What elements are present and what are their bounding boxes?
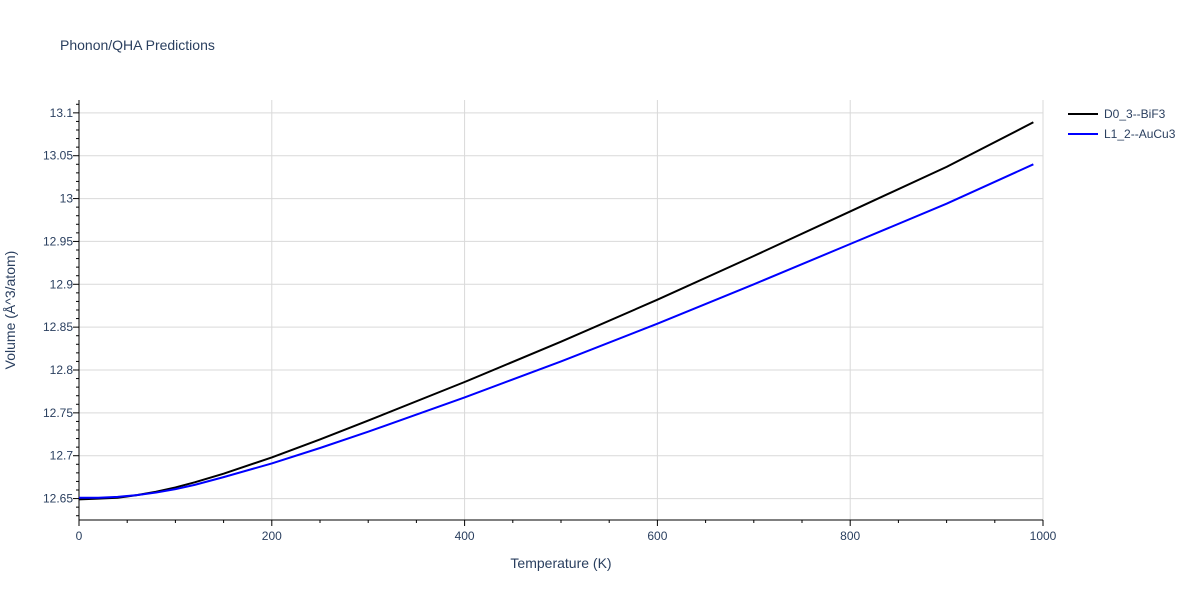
tick-label-layer: 12.65 12.7 12.75 12.8 12.85 12.9 12.95 13 13.05 1… (43, 106, 1057, 543)
x-tick-label: 1000 (1030, 529, 1057, 543)
x-tick-label: 400 (455, 529, 475, 543)
x-tick-label: 600 (647, 529, 667, 543)
x-tick-label: 800 (840, 529, 860, 543)
y-tick-label: 13.05 (43, 149, 73, 163)
legend-item-label: L1_2--AuCu3 (1104, 127, 1176, 141)
series-layer (78, 121, 1034, 501)
x-axis-title: Temperature (K) (510, 555, 611, 571)
y-tick-label: 12.85 (43, 320, 73, 334)
x-tick-label: 200 (262, 529, 282, 543)
y-tick-label: 12.8 (50, 363, 74, 377)
grid-layer (79, 100, 1044, 520)
series-line-D0_3--BiF3 (78, 121, 1034, 501)
axis-layer (73, 100, 1044, 526)
y-tick-label: 12.75 (43, 406, 73, 420)
y-tick-label: 13.1 (50, 106, 74, 120)
y-tick-label: 12.9 (50, 277, 74, 291)
y-tick-label: 12.65 (43, 492, 73, 506)
y-axis-title: Volume (Å^3/atom) (2, 251, 18, 370)
y-tick-label: 13 (60, 192, 74, 206)
chart-title: Phonon/QHA Predictions (60, 37, 215, 53)
y-tick-label: 12.95 (43, 234, 73, 248)
y-tick-label: 12.7 (50, 449, 74, 463)
legend-item-label: D0_3--BiF3 (1104, 107, 1166, 121)
legend: D0_3--BiF3 L1_2--AuCu3 (1068, 107, 1176, 141)
series-line-L1_2--AuCu3 (79, 163, 1034, 499)
x-tick-label: 0 (76, 529, 83, 543)
